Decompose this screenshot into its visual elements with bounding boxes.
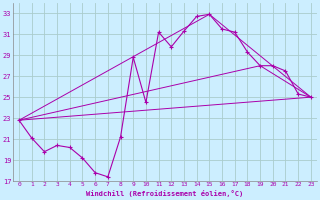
X-axis label: Windchill (Refroidissement éolien,°C): Windchill (Refroidissement éolien,°C) xyxy=(86,190,244,197)
